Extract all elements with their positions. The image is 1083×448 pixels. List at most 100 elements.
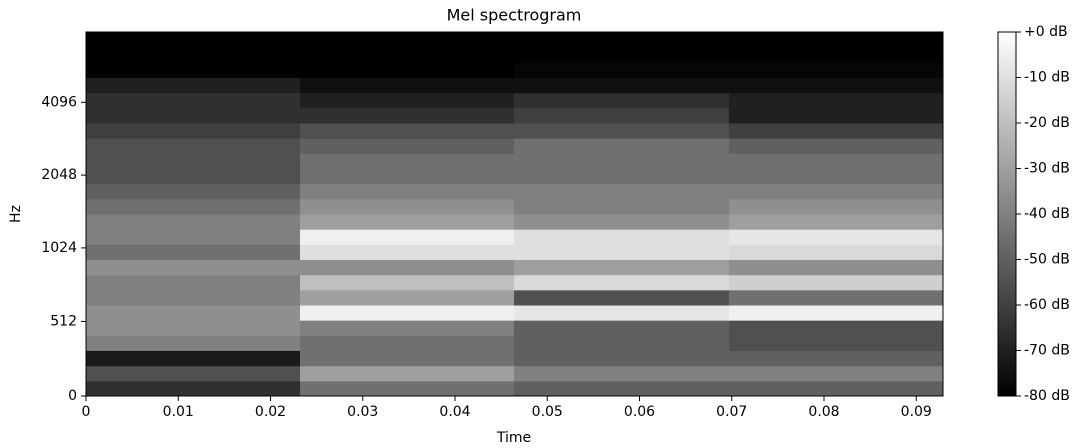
heatmap-cell: [728, 350, 944, 367]
heatmap-cell: [86, 138, 301, 154]
heatmap-cell: [728, 335, 944, 351]
heatmap-cell: [728, 289, 944, 306]
heatmap-cell: [86, 380, 301, 397]
heatmap-cell: [300, 380, 515, 397]
x-axis-label: Time: [496, 430, 531, 446]
x-tick-label: 0.05: [532, 404, 563, 420]
heatmap-cell: [514, 107, 730, 124]
heatmap-cell: [86, 107, 301, 124]
heatmap-cell: [728, 138, 944, 154]
heatmap-cell: [86, 153, 301, 170]
heatmap-cell: [86, 335, 301, 351]
heatmap-cell: [728, 380, 944, 397]
heatmap-cell: [300, 183, 515, 200]
colorbar-tick-label: -30 dB: [1024, 161, 1070, 177]
heatmap-cell: [514, 274, 730, 291]
heatmap-cell: [514, 320, 730, 336]
colorbar-tick-label: -60 dB: [1024, 297, 1070, 313]
heatmap-cell: [728, 32, 944, 48]
heatmap-cell: [514, 380, 730, 397]
heatmap-cell: [514, 168, 730, 185]
x-tick-label: 0.08: [808, 404, 839, 420]
heatmap-cell: [728, 259, 944, 276]
heatmap-cell: [300, 198, 515, 215]
heatmap-cell: [86, 244, 301, 260]
x-tick-label: 0.02: [255, 404, 286, 420]
x-tick-label: 0.07: [716, 404, 747, 420]
heatmap-cell: [300, 47, 515, 63]
heatmap-cell: [86, 365, 301, 382]
x-tick-label: 0.09: [901, 404, 932, 420]
heatmap-cell: [300, 92, 515, 109]
heatmap-cell: [728, 214, 944, 230]
heatmap-cell: [514, 122, 730, 139]
heatmap-cell: [86, 320, 301, 336]
heatmap-cell: [514, 229, 730, 245]
heatmap-cell: [300, 62, 515, 79]
heatmap-cell: [300, 320, 515, 336]
heatmap-cell: [300, 122, 515, 139]
x-tick-label: 0: [82, 404, 91, 420]
heatmap-cell: [728, 92, 944, 109]
y-tick-label: 1024: [41, 240, 77, 256]
heatmap-cell: [514, 77, 730, 94]
heatmap-cell: [300, 350, 515, 367]
heatmap-cell: [300, 274, 515, 291]
y-tick-label: 4096: [41, 94, 77, 110]
heatmap-cell: [728, 47, 944, 63]
heatmap-cell: [86, 198, 301, 215]
colorbar-tick-label: -50 dB: [1024, 252, 1070, 268]
heatmap-cell: [300, 138, 515, 154]
colorbar-tick-label: -20 dB: [1024, 115, 1070, 131]
heatmap-cell: [300, 365, 515, 382]
heatmap-cell: [300, 214, 515, 230]
heatmap-cell: [514, 32, 730, 48]
heatmap-cell: [514, 214, 730, 230]
heatmap-cell: [86, 92, 301, 109]
heatmap-cell: [300, 259, 515, 276]
heatmap-cell: [300, 32, 515, 48]
plot-frame: [85, 31, 944, 397]
heatmap-cell: [728, 62, 944, 79]
heatmap-cell: [86, 183, 301, 200]
heatmap-cell: [514, 92, 730, 109]
y-axis-label: Hz: [8, 205, 24, 223]
heatmap-cell: [300, 153, 515, 170]
x-tick-label: 0.03: [347, 404, 378, 420]
heatmap-cell: [514, 153, 730, 170]
heatmap-cell: [300, 168, 515, 185]
heatmap-cell: [728, 107, 944, 124]
heatmap-cell: [300, 77, 515, 94]
heatmap-cell: [86, 305, 301, 321]
heatmap-cell: [514, 350, 730, 367]
heatmap-cell: [86, 289, 301, 306]
heatmap-cell: [514, 289, 730, 306]
heatmap-cell: [728, 198, 944, 215]
y-tick-label: 512: [50, 313, 77, 329]
heatmap-cell: [728, 77, 944, 94]
chart-title: Mel spectrogram: [447, 6, 582, 25]
colorbar-tick-label: +0 dB: [1024, 24, 1068, 40]
heatmap-cell: [728, 365, 944, 382]
heatmap-cell: [86, 214, 301, 230]
heatmap-cell: [728, 168, 944, 185]
colorbar-tick-label: -70 dB: [1024, 343, 1070, 359]
heatmap-cell: [514, 335, 730, 351]
colorbar-tick-label: -80 dB: [1024, 388, 1070, 404]
heatmap-cell: [86, 350, 301, 367]
heatmap-cell: [86, 168, 301, 185]
heatmap-cell: [300, 244, 515, 260]
heatmap-cell: [728, 183, 944, 200]
heatmap-cell: [300, 335, 515, 351]
heatmap-cell: [728, 229, 944, 245]
heatmap-cell: [514, 244, 730, 260]
heatmap-cell: [86, 122, 301, 139]
heatmap-cell: [514, 183, 730, 200]
heatmap-cell: [86, 62, 301, 79]
heatmap-cell: [86, 32, 301, 48]
heatmap-cell: [86, 77, 301, 94]
heatmap-cell: [728, 122, 944, 139]
heatmap-cell: [514, 198, 730, 215]
heatmap-cell: [514, 259, 730, 276]
